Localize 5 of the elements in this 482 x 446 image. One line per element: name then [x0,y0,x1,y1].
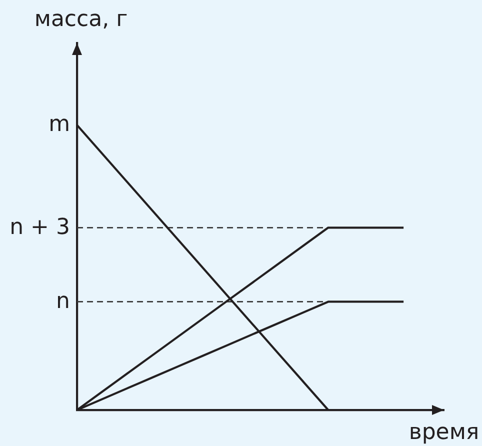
ref-line-label: n [56,288,70,314]
ref-line-label: n + 3 [10,214,70,240]
text: m [48,112,70,138]
y-axis-title: масса, г [34,7,128,32]
x-axis-title: время [408,420,480,445]
